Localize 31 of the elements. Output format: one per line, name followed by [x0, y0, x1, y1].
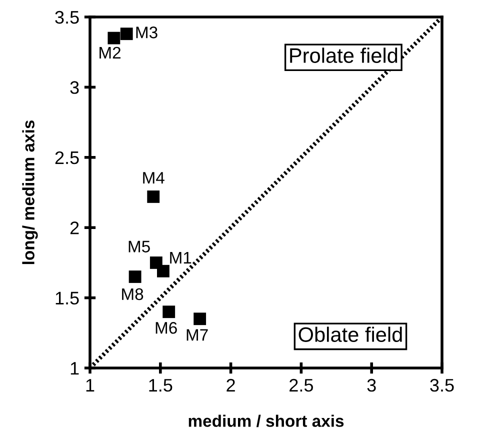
x-tick-label: 2.5	[290, 378, 313, 392]
x-tick-label: 1	[86, 379, 94, 392]
y-tick-label: 1.5	[56, 292, 79, 305]
point	[108, 32, 120, 44]
data-label: M7	[186, 329, 208, 341]
annotation: Oblate field	[298, 326, 402, 342]
y-axis-title: long/ medium axis	[22, 120, 38, 264]
annotation: Prolate field	[290, 48, 398, 63]
data-label: M4	[143, 172, 164, 184]
point	[150, 256, 162, 269]
point	[162, 306, 176, 318]
data-label: M1	[170, 252, 192, 264]
point	[147, 190, 160, 203]
x-tick-label: 1.5	[149, 379, 172, 392]
point	[120, 28, 133, 40]
point	[128, 270, 142, 283]
x-tick-label: 3.5	[430, 378, 454, 392]
x-tick-label: 3	[367, 378, 376, 392]
y-tick-label: 1	[70, 362, 79, 375]
x-axis-title: medium / short axis	[188, 414, 344, 428]
data-label: M8	[122, 288, 144, 300]
x-tick-label: 2	[226, 378, 235, 392]
point	[194, 312, 206, 326]
data-label: M5	[128, 240, 150, 252]
data-label: M2	[100, 46, 121, 58]
y-tick-label: 2.5	[55, 151, 79, 164]
y-tick-label: 3	[70, 81, 79, 94]
data-label: M3	[136, 26, 158, 38]
y-tick-label: 2	[70, 222, 79, 234]
data-label: M6	[156, 322, 177, 334]
y-tick-label: 3.5	[55, 10, 79, 24]
